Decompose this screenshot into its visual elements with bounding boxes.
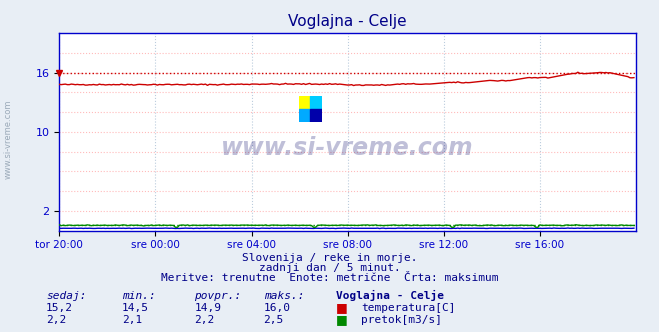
Text: 2,5: 2,5 bbox=[264, 315, 284, 325]
Text: Slovenija / reke in morje.: Slovenija / reke in morje. bbox=[242, 253, 417, 263]
Text: 15,2: 15,2 bbox=[46, 303, 73, 313]
Text: 2,2: 2,2 bbox=[194, 315, 215, 325]
Text: maks.:: maks.: bbox=[264, 291, 304, 301]
Text: min.:: min.: bbox=[122, 291, 156, 301]
Title: Voglajna - Celje: Voglajna - Celje bbox=[288, 14, 407, 29]
Text: sedaj:: sedaj: bbox=[46, 291, 86, 301]
Bar bbox=[310, 109, 322, 122]
Text: www.si-vreme.com: www.si-vreme.com bbox=[3, 100, 13, 179]
Text: ■: ■ bbox=[336, 313, 348, 326]
Text: Meritve: trenutne  Enote: metrične  Črta: maksimum: Meritve: trenutne Enote: metrične Črta: … bbox=[161, 273, 498, 283]
Bar bbox=[299, 109, 310, 122]
Text: Voglajna - Celje: Voglajna - Celje bbox=[336, 290, 444, 301]
Text: 16,0: 16,0 bbox=[264, 303, 291, 313]
Text: 2,2: 2,2 bbox=[46, 315, 67, 325]
Bar bbox=[310, 96, 322, 109]
Text: www.si-vreme.com: www.si-vreme.com bbox=[221, 136, 474, 160]
Text: 2,1: 2,1 bbox=[122, 315, 142, 325]
Text: pretok[m3/s]: pretok[m3/s] bbox=[361, 315, 442, 325]
Text: povpr.:: povpr.: bbox=[194, 291, 242, 301]
Text: 14,9: 14,9 bbox=[194, 303, 221, 313]
Text: 14,5: 14,5 bbox=[122, 303, 149, 313]
Text: ■: ■ bbox=[336, 301, 348, 314]
Bar bbox=[299, 96, 310, 109]
Text: zadnji dan / 5 minut.: zadnji dan / 5 minut. bbox=[258, 263, 401, 273]
Text: temperatura[C]: temperatura[C] bbox=[361, 303, 455, 313]
